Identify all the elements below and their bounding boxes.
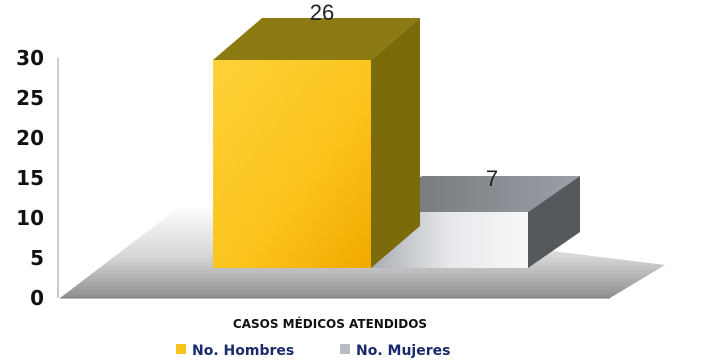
- legend-swatch-mujeres: [340, 344, 350, 354]
- bars-group: [213, 18, 580, 268]
- y-tick-label: 20: [16, 126, 44, 150]
- legend-label-mujeres: No. Mujeres: [356, 343, 450, 359]
- data-label-hombres: 26: [310, 0, 334, 25]
- y-tick-label: 15: [16, 166, 44, 190]
- y-tick-label: 5: [30, 246, 44, 270]
- y-tick-label: 25: [16, 86, 44, 110]
- legend-swatch-hombres: [176, 344, 186, 354]
- bar-side-mujeres: [528, 176, 580, 268]
- y-tick-label: 0: [30, 286, 44, 310]
- category-label: CASOS MÉDICOS ATENDIDOS: [233, 316, 427, 331]
- data-labels-group: 26 7: [310, 0, 498, 191]
- bar-side-hombres: [371, 18, 420, 268]
- y-tick-label: 10: [16, 206, 44, 230]
- bar-top-mujeres: [370, 176, 580, 212]
- y-axis-ticks: 0 5 10 15 20 25 30: [16, 46, 44, 310]
- y-tick-label: 30: [16, 46, 44, 70]
- legend: No. Hombres No. Mujeres: [176, 343, 450, 359]
- data-label-mujeres: 7: [486, 166, 498, 191]
- bar-hombres: [213, 60, 371, 268]
- legend-label-hombres: No. Hombres: [192, 343, 294, 359]
- bar-top-hombres: [213, 18, 420, 60]
